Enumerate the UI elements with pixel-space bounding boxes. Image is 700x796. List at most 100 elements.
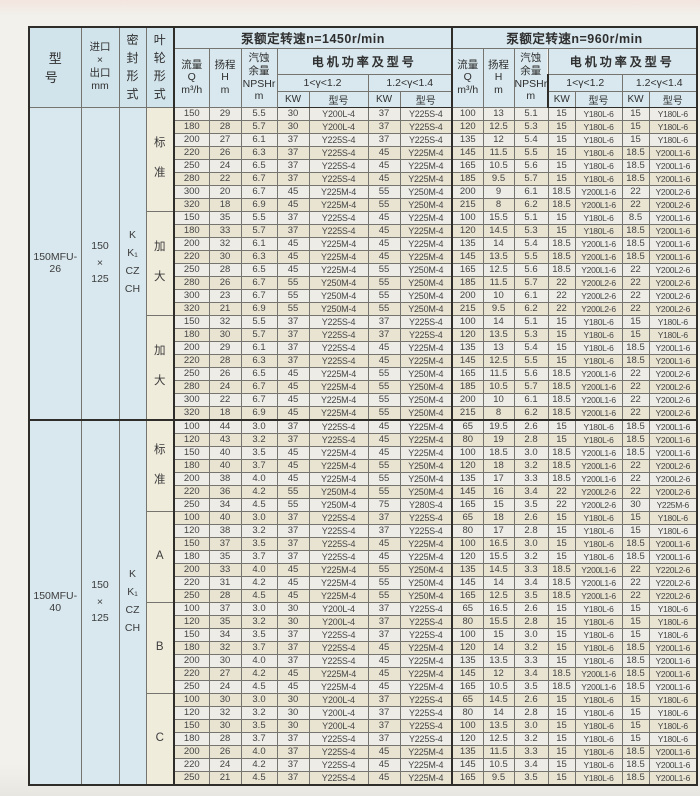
spec-value-cell: 65 [451, 692, 484, 707]
spec-value-cell: 100 [451, 718, 484, 733]
spec-value-cell: 37 [276, 327, 310, 342]
spec-value-cell: Y225M-4 [399, 445, 453, 460]
spec-value-cell: 45 [367, 418, 401, 434]
spec-value-cell: Y220L2-6 [648, 575, 698, 590]
spec-value-cell: Y225S-4 [308, 418, 369, 434]
spec-value-cell: Y225M-4 [399, 249, 453, 264]
spec-value-cell: 18.5 [621, 432, 650, 447]
spec-value-cell: 29 [208, 106, 242, 121]
spec-value-cell: Y225M-4 [399, 744, 453, 759]
spec-value-cell: Y200L1-6 [574, 458, 623, 473]
spec-value-cell: 6.9 [240, 197, 278, 212]
spec-value-cell: Y200L2-6 [648, 405, 698, 420]
spec-value-cell: Y225M-4 [308, 666, 369, 681]
spec-value-cell: Y200L-4 [308, 601, 369, 616]
spec-value-cell: Y180L-6 [574, 119, 623, 134]
spec-value-cell: 120 [451, 458, 484, 473]
spec-value-cell: Y225S-4 [308, 653, 369, 668]
spec-value-cell: 16.5 [482, 536, 515, 551]
spec-value-cell: 250 [173, 262, 210, 277]
header-motor-1450: 电机功率及型号 [276, 47, 453, 75]
spec-value-cell: 6.1 [513, 184, 549, 199]
spec-value-cell: 3.5 [240, 445, 278, 460]
spec-value-cell: 37 [276, 744, 310, 759]
spec-value-cell: 6.1 [240, 236, 278, 251]
spec-value-cell: 30 [208, 653, 242, 668]
spec-value-cell: 15.5 [482, 614, 515, 629]
spec-value-cell: 19.5 [482, 418, 515, 434]
spec-value-cell: 28 [208, 353, 242, 368]
spec-value-cell: 55 [367, 301, 401, 316]
spec-value-cell: 37 [276, 340, 310, 355]
spec-value-cell: 43 [208, 432, 242, 447]
spec-value-cell: 18.5 [621, 340, 650, 355]
spec-value-cell: 40 [208, 510, 242, 525]
spec-value-cell: Y180L-6 [574, 418, 623, 434]
spec-value-cell: Y225M-4 [399, 171, 453, 186]
spec-value-cell: 3.2 [240, 705, 278, 720]
spec-row: 300 20 6.7 45 Y225M-4 55 Y250M-4 200 9 6.1 18.5 Y20… [29, 184, 698, 199]
spec-value-cell: 10 [482, 288, 515, 303]
spec-value-cell: 21 [208, 770, 242, 785]
spec-value-cell: 320 [173, 405, 210, 420]
spec-value-cell: 165 [451, 366, 484, 381]
spec-value-cell: 30 [276, 614, 310, 629]
spec-value-cell: 55 [276, 497, 310, 512]
spec-value-cell: 80 [451, 432, 484, 447]
spec-value-cell: 13.5 [482, 653, 515, 668]
spec-value-cell: Y200L-4 [308, 692, 369, 707]
spec-value-cell: 3.4 [513, 666, 549, 681]
spec-value-cell: 17 [482, 471, 515, 486]
spec-value-cell: 32 [208, 314, 242, 329]
spec-value-cell: 55 [276, 301, 310, 316]
spec-value-cell: 22 [621, 288, 650, 303]
spec-value-cell: 45 [367, 158, 401, 173]
spec-value-cell: Y180L-6 [648, 119, 698, 134]
spec-value-cell: 80 [451, 705, 484, 720]
spec-value-cell: 55 [367, 184, 401, 199]
spec-row: 150 34 3.5 37 Y225S-4 37 Y225S-4 100 15 3.0 15 Y180… [29, 627, 698, 642]
spec-value-cell: Y225S-4 [399, 132, 453, 147]
spec-value-cell: 185 [451, 275, 484, 290]
spec-value-cell: Y225M-4 [399, 536, 453, 551]
spec-row: 300 23 6.7 55 Y250M-4 55 Y250M-4 200 10 6.1 22 Y200… [29, 288, 698, 303]
spec-value-cell: 45 [367, 679, 401, 694]
spec-value-cell: Y180L-6 [574, 510, 623, 525]
spec-value-cell: 37 [276, 132, 310, 147]
spec-value-cell: Y180L-6 [574, 432, 623, 447]
spec-value-cell: 18.5 [547, 471, 576, 486]
spec-value-cell: 15 [621, 627, 650, 642]
spec-value-cell: 37 [276, 210, 310, 225]
spec-value-cell: 3.2 [240, 432, 278, 447]
spec-value-cell: 100 [451, 445, 484, 460]
spec-row: 150MFU-40 150 × 125 K K₁ CZ CH 标 准 100 44 3.0 3… [28, 418, 698, 785]
spec-value-cell: 37 [208, 536, 242, 551]
spec-value-cell: 15.5 [482, 210, 515, 225]
spec-value-cell: Y225S-4 [308, 510, 369, 525]
spec-value-cell: 3.0 [513, 445, 549, 460]
spec-value-cell: 135 [451, 744, 484, 759]
spec-value-cell: 3.3 [513, 471, 549, 486]
spec-row: 180 33 5.7 37 Y225S-4 45 Y225M-4 120 14.5 5.3 15 Y1… [29, 223, 698, 238]
spec-value-cell: Y250M-4 [399, 405, 453, 420]
spec-value-cell: 45 [367, 145, 401, 160]
spec-value-cell: 55 [367, 288, 401, 303]
spec-value-cell: 44 [208, 418, 242, 434]
spec-value-cell: Y200L-4 [308, 614, 369, 629]
spec-value-cell: 9.5 [482, 770, 515, 785]
spec-value-cell: Y200L1-6 [648, 445, 698, 460]
spec-value-cell: 12.5 [482, 588, 515, 603]
spec-value-cell: 18.5 [547, 679, 576, 694]
spec-row: 250 24 6.5 37 Y225S-4 45 Y225M-4 165 10.5 5.6 15 Y1… [29, 158, 698, 173]
spec-value-cell: 6.5 [240, 262, 278, 277]
spec-value-cell: 6.3 [240, 145, 278, 160]
spec-value-cell: 5.7 [513, 275, 549, 290]
spec-value-cell: 18 [482, 510, 515, 525]
spec-value-cell: Y225S-4 [308, 327, 369, 342]
spec-value-cell: Y225M-4 [399, 679, 453, 694]
spec-value-cell: 37 [276, 510, 310, 525]
spec-value-cell: 250 [173, 158, 210, 173]
spec-value-cell: 22 [208, 392, 242, 407]
spec-value-cell: 13.5 [482, 718, 515, 733]
spec-value-cell: Y250M-4 [399, 484, 453, 499]
